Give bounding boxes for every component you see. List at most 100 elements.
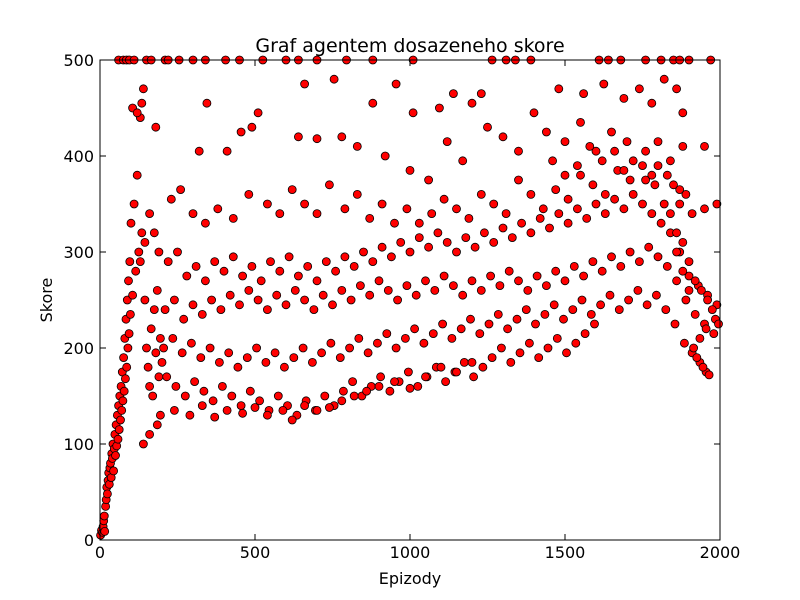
data-point — [448, 89, 458, 98]
data-point — [625, 175, 635, 185]
x-tick-label: 1500 — [545, 543, 586, 562]
data-point — [247, 261, 257, 271]
data-point — [312, 209, 322, 219]
data-point — [188, 300, 198, 310]
data-point — [521, 305, 531, 315]
data-point — [503, 324, 513, 334]
y-tick-label: 100 — [63, 435, 94, 454]
data-point — [571, 338, 581, 348]
data-point — [680, 338, 689, 348]
data-point — [116, 415, 125, 425]
x-axis-label: Epizody — [379, 569, 442, 588]
data-point — [125, 309, 135, 319]
data-point — [684, 271, 694, 281]
data-point — [586, 309, 596, 319]
data-point — [458, 156, 468, 166]
data-points — [96, 55, 723, 540]
data-point — [273, 391, 283, 401]
data-point — [529, 108, 539, 118]
data-point — [622, 137, 632, 147]
data-point — [430, 285, 440, 295]
data-point — [650, 180, 660, 190]
data-point — [125, 257, 135, 267]
data-point — [559, 314, 568, 324]
data-point — [681, 189, 691, 199]
data-point — [185, 410, 195, 420]
data-point — [403, 367, 413, 377]
data-point — [628, 156, 638, 166]
data-point — [236, 401, 246, 411]
data-point — [143, 362, 153, 372]
data-point — [501, 209, 511, 219]
data-point — [439, 194, 449, 204]
data-point — [542, 281, 551, 291]
data-point — [579, 89, 588, 98]
data-point — [434, 103, 444, 113]
data-point — [362, 386, 372, 396]
data-point — [337, 285, 347, 295]
y-tick-label: 0 — [84, 531, 94, 550]
data-point — [642, 300, 652, 310]
data-point — [225, 290, 235, 300]
data-point — [262, 305, 272, 315]
data-point — [442, 237, 452, 247]
data-point — [653, 161, 663, 171]
data-point — [582, 213, 592, 223]
data-point — [228, 252, 238, 262]
data-point — [317, 348, 327, 358]
data-point — [242, 353, 252, 363]
data-point — [569, 261, 579, 271]
data-point — [484, 319, 494, 329]
data-point — [354, 333, 364, 343]
data-point — [647, 98, 657, 108]
data-point — [635, 257, 644, 267]
data-point — [145, 209, 155, 219]
data-point — [128, 290, 138, 300]
data-point — [411, 290, 421, 300]
data-point — [514, 146, 523, 156]
data-point — [103, 489, 112, 499]
data-point — [335, 353, 345, 363]
data-point — [180, 391, 190, 401]
data-point — [552, 333, 562, 343]
data-point — [458, 290, 468, 300]
data-point — [238, 408, 248, 418]
data-point — [659, 74, 669, 84]
x-tick-label: 2000 — [700, 543, 741, 562]
data-point — [452, 204, 461, 214]
data-point — [607, 252, 616, 262]
data-point — [123, 343, 133, 353]
data-point — [428, 329, 438, 339]
data-point — [119, 386, 129, 396]
plot-area-background — [100, 60, 720, 540]
data-point — [238, 271, 248, 281]
data-point — [436, 362, 446, 372]
data-point — [681, 295, 691, 305]
x-tick-label: 500 — [240, 543, 271, 562]
data-point — [132, 170, 142, 180]
data-point — [324, 403, 334, 412]
data-point — [135, 257, 145, 267]
data-point — [493, 309, 503, 319]
data-point — [390, 218, 399, 228]
data-point — [698, 362, 708, 372]
data-point — [329, 74, 339, 84]
data-point — [616, 261, 626, 271]
data-point — [118, 396, 128, 406]
y-tick-label: 200 — [63, 339, 94, 358]
data-point — [149, 305, 159, 315]
data-point — [134, 247, 144, 257]
data-point — [600, 189, 610, 199]
data-point — [324, 180, 334, 190]
data-point — [138, 439, 148, 449]
data-point — [514, 276, 523, 286]
data-point — [390, 377, 399, 387]
data-point — [560, 137, 570, 147]
data-point — [461, 233, 471, 243]
data-point — [266, 257, 275, 267]
data-point — [576, 118, 585, 127]
data-point — [320, 391, 330, 401]
data-point — [447, 333, 457, 343]
data-point — [148, 391, 158, 401]
